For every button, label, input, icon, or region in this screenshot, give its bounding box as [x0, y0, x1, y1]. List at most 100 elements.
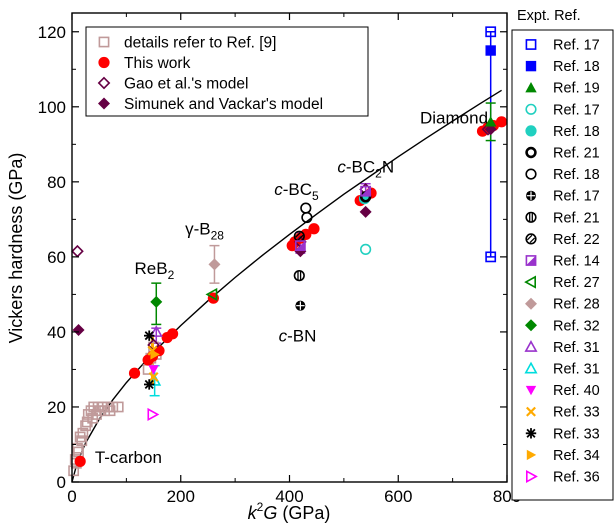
expt-legend-label-3: Ref. 17 — [553, 102, 600, 118]
expt-legend-label-19: Ref. 34 — [553, 448, 600, 464]
data-point-s0-20 — [104, 405, 116, 417]
x-tick-label-0: 0 — [67, 487, 76, 506]
data-point-s0-11 — [85, 405, 97, 417]
data-point-s6-0 — [484, 116, 497, 127]
expt-legend-marker-19 — [526, 449, 537, 461]
inner-legend-marker-2 — [97, 76, 111, 90]
data-point-s17-0 — [150, 295, 163, 308]
data-point-s0-18 — [99, 405, 111, 417]
data-point-s0-6 — [76, 435, 88, 447]
data-point-s3-2 — [359, 205, 372, 218]
expt-legend-marker-0 — [525, 39, 537, 50]
expt-legend-label-13: Ref. 32 — [553, 318, 600, 334]
error-bar-0 — [485, 31, 496, 258]
data-point-s18-0 — [149, 325, 163, 337]
data-point-s22-1 — [144, 379, 155, 390]
expt-legend-label-10: Ref. 14 — [553, 254, 600, 270]
data-point-s1-6 — [166, 328, 179, 340]
inner-legend: details refer to Ref. [9] This work Gao et… — [85, 26, 369, 117]
x-axis-title-g: G — [263, 503, 277, 523]
data-point-s4-1 — [485, 251, 497, 263]
data-point-s0-19 — [101, 401, 113, 413]
data-point-s0-16 — [93, 405, 105, 417]
expt-legend-label-14: Ref. 31 — [553, 340, 600, 356]
expt-legend-marker-8 — [525, 211, 537, 223]
annotation-3: γ-B28 — [185, 219, 224, 242]
data-point-s15-0 — [205, 287, 218, 301]
inner-legend-label-1: This work — [124, 55, 191, 72]
data-point-s14-1 — [294, 240, 306, 252]
expt-legend-marker-10 — [525, 255, 537, 266]
data-point-s1-1 — [128, 367, 141, 379]
data-point-s1-11 — [300, 228, 312, 240]
y-axis-title: Vickers hardness (GPa) — [6, 153, 26, 344]
data-point-s12-0 — [293, 270, 305, 282]
inner-legend-label-0: details refer to Ref. [9] — [124, 35, 277, 52]
y-tick-label-80: 80 — [47, 173, 66, 192]
expt-legend-marker-17 — [526, 406, 536, 417]
data-point-s0-8 — [80, 420, 91, 432]
annotation-1: c-BC2N — [337, 157, 394, 180]
expt-legend-marker-15 — [524, 361, 538, 374]
expt-legend-label-6: Ref. 18 — [553, 167, 600, 183]
data-markers — [68, 26, 508, 477]
inner-legend-marker-3 — [98, 97, 110, 110]
inner-legend-box — [85, 26, 369, 117]
x-tick-label-400: 400 — [275, 487, 303, 506]
fit-curve — [71, 89, 502, 483]
y-tick-label-40: 40 — [47, 323, 66, 342]
expt-legend: Expt. Ref. Ref. 17 Ref. 18 Ref. 19 Ref. 17 R… — [511, 8, 614, 501]
expt-legend-label-12: Ref. 28 — [553, 297, 600, 313]
expt-legend-label-8: Ref. 21 — [553, 210, 600, 226]
data-point-s22-0 — [144, 330, 155, 341]
data-point-s0-7 — [77, 427, 89, 439]
data-point-s10-0 — [300, 202, 312, 214]
expt-legend-label-1: Ref. 18 — [553, 59, 600, 75]
data-point-s0-22 — [112, 401, 124, 413]
expt-legend-label-5: Ref. 21 — [553, 146, 600, 162]
expt-legend-marker-1 — [525, 60, 537, 72]
expt-legend-marker-5 — [525, 146, 537, 159]
data-point-s3-0 — [72, 324, 85, 337]
x-axis-title-k: k — [248, 503, 258, 523]
expt-legend-label-11: Ref. 27 — [553, 275, 600, 291]
data-point-s16-0 — [208, 258, 221, 271]
y-tick-label-100: 100 — [38, 98, 66, 117]
data-point-s0-17 — [96, 401, 108, 413]
x-axis-title-sup: 2 — [257, 500, 264, 514]
expt-legend-marker-9 — [525, 233, 537, 245]
data-point-s0-9 — [81, 416, 93, 428]
x-tick-label-600: 600 — [384, 487, 412, 506]
data-point-s24-0 — [147, 407, 160, 422]
inner-legend-marker-0 — [98, 36, 110, 48]
expt-legend-label-4: Ref. 18 — [553, 124, 600, 140]
annotations: Diamond c-BC2N c-BC5 γ-B28 ReB2 c-BN T-carbon — [95, 109, 488, 468]
expt-legend-marker-12 — [525, 297, 537, 310]
y-tick-label-0: 0 — [57, 473, 66, 492]
expt-legend-label-7: Ref. 17 — [553, 189, 600, 205]
data-point-s10-1 — [301, 211, 313, 224]
y-tick-label-120: 120 — [38, 23, 66, 42]
expt-legend-marker-14 — [524, 340, 538, 352]
expt-legend-marker-3 — [525, 103, 537, 115]
data-point-s0-21 — [107, 401, 119, 413]
data-point-s2-0 — [71, 244, 84, 258]
annotation-5: c-BN — [279, 326, 317, 345]
expt-legend-label-0: Ref. 17 — [553, 38, 600, 54]
x-axis-title: k2G (GPa) — [248, 500, 331, 523]
data-point-s1-19 — [495, 116, 508, 128]
annotation-4: ReB2 — [135, 259, 175, 282]
expt-legend-marker-11 — [524, 275, 536, 289]
expt-legend-marker-4 — [525, 125, 537, 137]
expt-legend-label-9: Ref. 22 — [553, 232, 600, 248]
expt-legend-marker-18 — [525, 428, 537, 439]
data-point-s21-1 — [148, 371, 159, 382]
annotation-2: c-BC5 — [274, 180, 319, 203]
inner-legend-marker-1 — [98, 56, 110, 69]
data-point-s7-0 — [360, 243, 372, 255]
expt-legend-title: Expt. Ref. — [517, 8, 581, 24]
expt-legend-label-16: Ref. 40 — [553, 383, 600, 399]
data-point-s14-0 — [360, 185, 372, 197]
